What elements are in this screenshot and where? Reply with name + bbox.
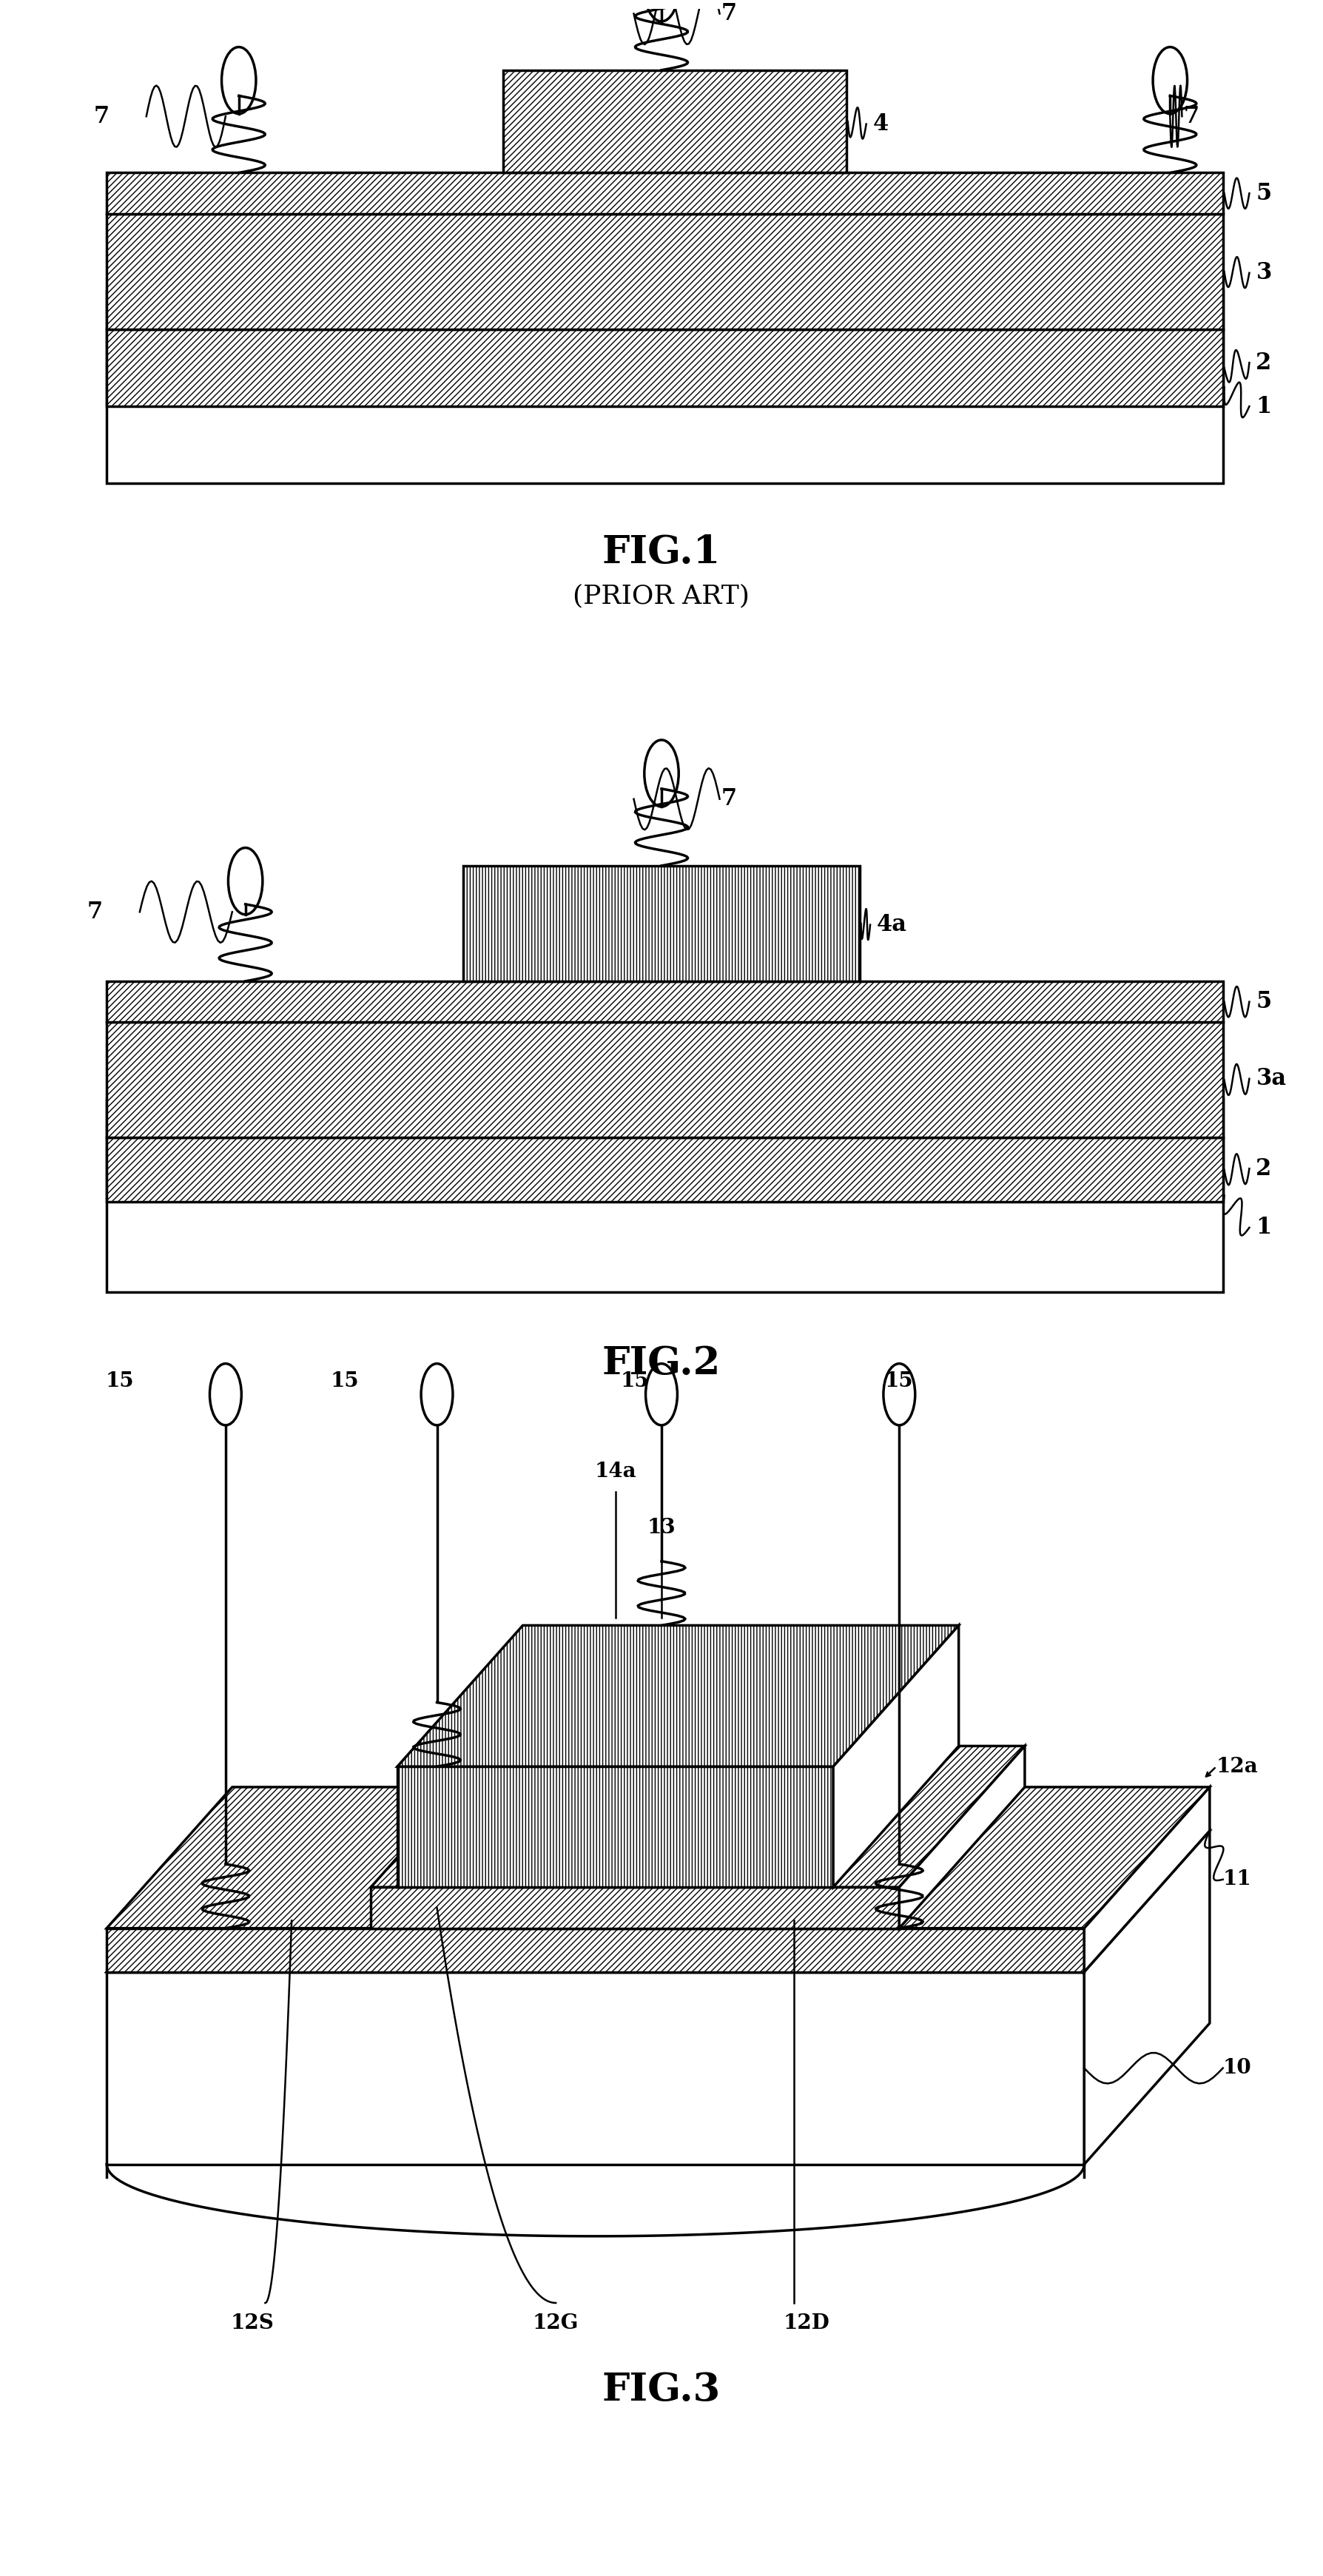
Text: 5: 5 [1256,989,1271,1012]
Text: 11: 11 [1222,1870,1252,1888]
Text: 1: 1 [1256,394,1271,417]
Text: 7: 7 [87,902,102,922]
Text: 3: 3 [1256,260,1271,283]
Text: 12S: 12S [230,2313,274,2334]
Text: 12D: 12D [783,2313,830,2334]
Text: FIG.1: FIG.1 [602,533,721,572]
Text: 5: 5 [1256,183,1271,204]
Bar [503,70,847,173]
Bar [107,291,1222,484]
Text: 10: 10 [1222,2058,1252,2079]
Polygon shape [397,1767,833,1888]
Bar [107,1023,1222,1139]
Polygon shape [833,1625,959,1888]
Text: 1: 1 [1256,1216,1271,1239]
Text: FIG.2: FIG.2 [602,1345,721,1383]
Bar [107,173,1222,214]
Polygon shape [107,1929,1085,1971]
Text: 2: 2 [1256,350,1271,374]
Text: FIG.3: FIG.3 [602,2372,721,2409]
Text: 15: 15 [106,1370,134,1391]
Text: 7: 7 [94,106,108,129]
Polygon shape [107,1832,1209,1971]
Polygon shape [1085,1788,1209,1971]
Polygon shape [397,1625,959,1767]
Text: 15: 15 [331,1370,359,1391]
Polygon shape [370,1888,900,1929]
Text: 7: 7 [721,788,737,811]
Bar [107,214,1222,330]
Text: 3a: 3a [1256,1066,1286,1090]
Text: 13: 13 [647,1517,676,1538]
Text: 7: 7 [1183,106,1199,129]
Text: 12a: 12a [1216,1757,1258,1777]
Text: 2: 2 [1256,1157,1271,1180]
Polygon shape [107,1971,1085,2164]
Bar [107,1139,1222,1203]
Text: 15: 15 [620,1370,650,1391]
Polygon shape [900,1747,1025,1929]
Text: 12G: 12G [533,2313,579,2334]
Text: 4a: 4a [877,914,908,935]
Text: 14a: 14a [594,1461,636,1481]
Bar [463,866,860,981]
Text: 4: 4 [873,113,889,137]
Polygon shape [107,1788,1209,1929]
Text: (PRIOR ART): (PRIOR ART) [573,582,750,608]
Bar [107,330,1222,407]
Text: 7: 7 [721,3,737,26]
Bar [107,981,1222,1023]
Text: 15: 15 [885,1370,914,1391]
Bar [107,1100,1222,1291]
Polygon shape [370,1747,1025,1888]
Polygon shape [1085,1832,1209,2164]
